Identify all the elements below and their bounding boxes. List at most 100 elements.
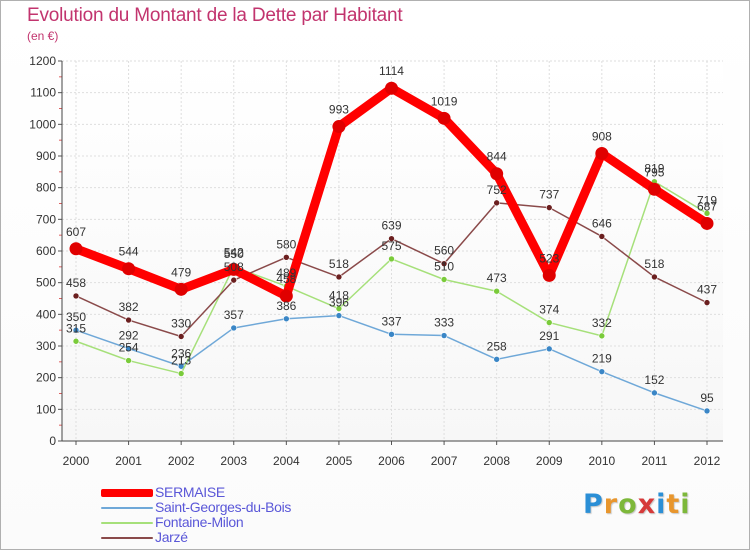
y-tick-label: 1000 (29, 117, 56, 131)
data-point (598, 233, 606, 240)
data-point (388, 330, 395, 338)
data-point (332, 120, 346, 134)
y-tick-label: 800 (36, 181, 56, 195)
legend-item-fontaine-milon: Fontaine-Milon (101, 514, 361, 530)
data-point (545, 345, 553, 353)
data-label: 382 (119, 300, 139, 314)
data-label: 315 (66, 321, 86, 335)
data-point (440, 260, 448, 267)
data-label: 1114 (379, 64, 404, 78)
data-point (545, 204, 553, 211)
legend-swatch-saint-georges (101, 507, 153, 509)
data-label: 523 (539, 251, 559, 265)
data-label: 357 (224, 308, 244, 322)
data-point (122, 262, 136, 276)
data-point (177, 370, 185, 377)
data-label: 95 (700, 391, 714, 405)
data-point (385, 81, 398, 95)
data-label: 646 (592, 216, 612, 230)
y-tick-label: 200 (36, 371, 56, 385)
data-point (490, 167, 504, 181)
data-point (335, 305, 343, 312)
y-tick-label: 0 (49, 434, 56, 448)
x-tick-label: 2011 (642, 454, 668, 468)
data-label: 258 (487, 339, 507, 353)
x-tick-label: 2005 (326, 454, 353, 468)
y-tick-label: 300 (36, 339, 56, 353)
data-label: 993 (329, 103, 349, 117)
series-lines (69, 81, 714, 415)
data-point (69, 242, 83, 256)
x-tick-label: 2007 (431, 454, 458, 468)
data-label: 607 (66, 225, 86, 239)
data-label: 795 (644, 165, 664, 179)
data-label: 473 (487, 271, 507, 285)
legend-swatch-sermaise (101, 489, 153, 497)
data-label: 908 (592, 129, 612, 143)
data-label: 396 (329, 296, 349, 310)
data-point (72, 337, 80, 345)
data-label: 437 (697, 283, 717, 297)
data-label: 152 (644, 373, 664, 387)
data-label: 291 (539, 329, 559, 343)
logo-letter: t (666, 489, 681, 520)
data-label: 737 (539, 188, 559, 202)
logo-letter: i (656, 489, 667, 520)
data-label: 844 (487, 150, 507, 164)
y-tick-label: 100 (36, 402, 56, 416)
y-tick-label: 1100 (30, 86, 56, 100)
data-label: 489 (276, 266, 296, 280)
data-label: 458 (66, 276, 86, 290)
legend-item-jarze: Jarzé (101, 529, 361, 545)
data-point (545, 319, 553, 326)
data-label: 292 (119, 329, 139, 343)
data-label: 560 (434, 244, 454, 258)
data-label: 337 (381, 314, 401, 328)
data-label: 550 (224, 247, 244, 261)
x-tick-label: 2001 (115, 454, 142, 468)
data-point (493, 287, 500, 295)
data-label: 330 (171, 317, 191, 331)
data-point (335, 312, 343, 319)
legend-label-saint-georges: Saint-Georges-du-Bois (155, 499, 292, 515)
data-point (493, 199, 500, 207)
data-label: 542 (224, 245, 244, 259)
y-tick-label: 700 (36, 212, 56, 226)
legend-item-sermaise: SERMAISE (101, 484, 361, 500)
data-point (177, 333, 185, 340)
logo-letter: x (637, 489, 657, 520)
logo-letter: i (680, 489, 691, 520)
data-label: 254 (119, 341, 139, 355)
proxiti-logo: Proxiti (583, 489, 691, 520)
data-label: 213 (171, 354, 191, 368)
data-point (440, 276, 448, 283)
data-point (595, 146, 609, 160)
data-point (174, 282, 188, 296)
y-tick-label: 900 (36, 149, 56, 163)
logo-letter: P (583, 489, 604, 520)
y-tick-label: 500 (36, 276, 56, 290)
data-label: 819 (644, 162, 664, 176)
data-label: 639 (381, 219, 401, 233)
data-point (388, 255, 395, 263)
data-point (125, 357, 132, 364)
x-tick-label: 2000 (63, 454, 90, 468)
data-label: 580 (276, 237, 296, 251)
data-label: 752 (487, 183, 507, 197)
data-label: 544 (119, 245, 139, 259)
data-point (598, 368, 606, 375)
data-label: 687 (697, 199, 717, 213)
data-point (542, 268, 556, 282)
data-point (230, 324, 238, 332)
data-point (279, 289, 293, 303)
data-point (598, 332, 606, 340)
data-label: 333 (434, 316, 454, 330)
x-tick-label: 2002 (168, 454, 195, 468)
data-point (72, 292, 80, 300)
logo-letter: r (603, 489, 619, 520)
grid-lines (62, 60, 723, 442)
data-point (703, 210, 711, 217)
data-point (700, 216, 714, 230)
data-point (647, 182, 661, 196)
